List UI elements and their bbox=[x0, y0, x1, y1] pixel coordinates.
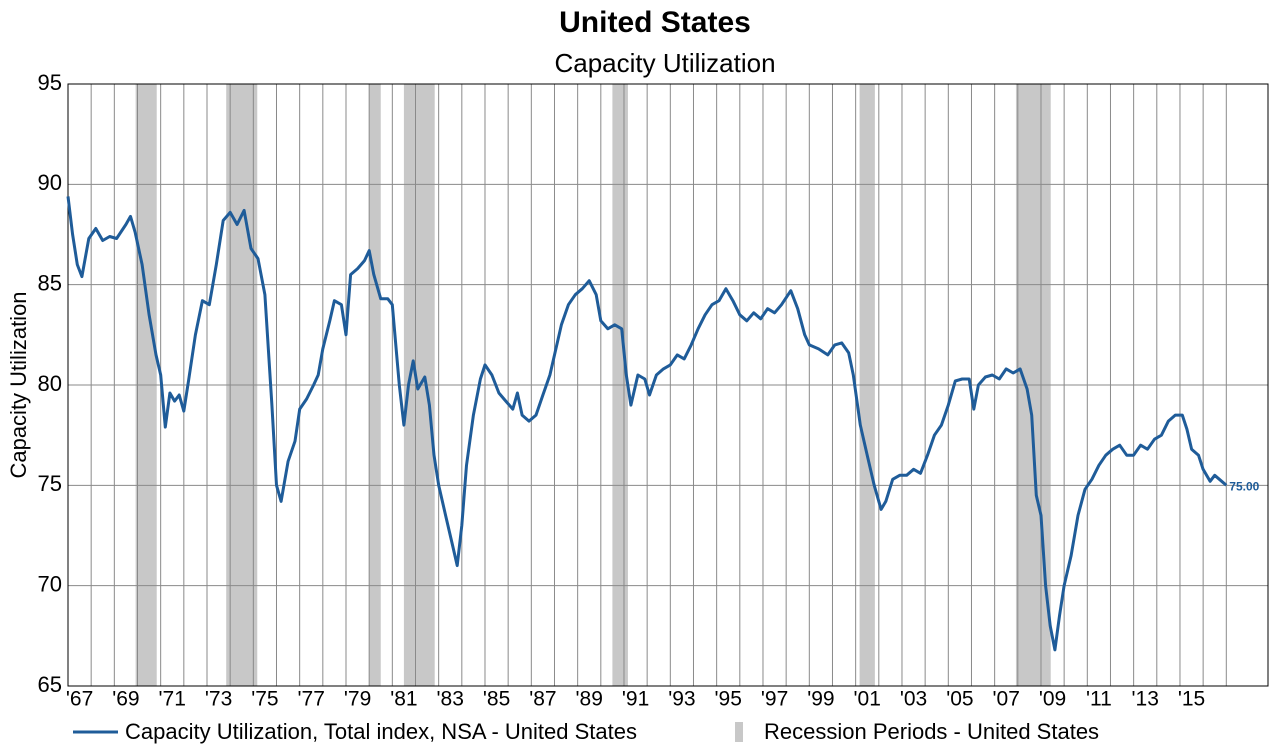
x-tick-label: '93 bbox=[668, 688, 695, 711]
chart-title: United States bbox=[559, 6, 751, 39]
x-tick-label: '87 bbox=[529, 688, 556, 711]
x-tick-label: '81 bbox=[390, 688, 417, 711]
x-tick-label: '73 bbox=[205, 688, 232, 711]
plot-area: 65 70 75 80 85 90 95 '67 '69 '71 '73 '75 '77 '79 '81 '8… bbox=[38, 70, 1269, 711]
x-tick-label: '15 bbox=[1178, 688, 1205, 711]
x-tick-label: '75 bbox=[251, 688, 278, 711]
x-tick-label: '91 bbox=[622, 688, 649, 711]
series-line bbox=[66, 196, 1228, 652]
y-axis-label: Capacity Utilization bbox=[6, 291, 31, 478]
y-tick-label: 70 bbox=[38, 571, 62, 596]
legend-swatch bbox=[735, 722, 743, 742]
x-tick-label: '99 bbox=[807, 688, 834, 711]
y-tick-label: 85 bbox=[38, 270, 62, 295]
x-tick-label: '07 bbox=[993, 688, 1020, 711]
x-tick-label: '95 bbox=[715, 688, 742, 711]
x-tick-label: '69 bbox=[112, 688, 139, 711]
legend: Capacity Utilization, Total index, NSA -… bbox=[73, 719, 1099, 744]
y-tick-label: 80 bbox=[38, 371, 62, 396]
x-tick-label: '03 bbox=[900, 688, 927, 711]
y-tick-label: 75 bbox=[38, 471, 62, 496]
x-tick-label: '11 bbox=[1086, 688, 1112, 711]
data-label: 75.00 bbox=[1229, 480, 1259, 494]
x-tick-label: '89 bbox=[576, 688, 603, 711]
y-tick-label: 65 bbox=[38, 672, 62, 697]
x-tick-label: '13 bbox=[1132, 688, 1159, 711]
x-tick-label: '97 bbox=[761, 688, 788, 711]
x-tick-label: '71 bbox=[159, 688, 186, 711]
legend-label: Capacity Utilization, Total index, NSA -… bbox=[125, 719, 637, 744]
x-tick-label: '05 bbox=[946, 688, 973, 711]
x-tick-label: '85 bbox=[483, 688, 510, 711]
x-tick-label: '79 bbox=[344, 688, 371, 711]
legend-label: Recession Periods - United States bbox=[764, 719, 1099, 744]
chart-subtitle: Capacity Utilization bbox=[554, 48, 775, 78]
y-tick-label: 95 bbox=[38, 70, 62, 95]
x-tick-label: '77 bbox=[298, 688, 325, 711]
x-tick-label: '01 bbox=[854, 688, 881, 711]
x-tick-label: '09 bbox=[1039, 688, 1066, 711]
x-tick-label: '83 bbox=[437, 688, 464, 711]
y-tick-label: 90 bbox=[38, 170, 62, 195]
x-tick-label: '67 bbox=[66, 688, 93, 711]
plot-border bbox=[67, 83, 1269, 687]
